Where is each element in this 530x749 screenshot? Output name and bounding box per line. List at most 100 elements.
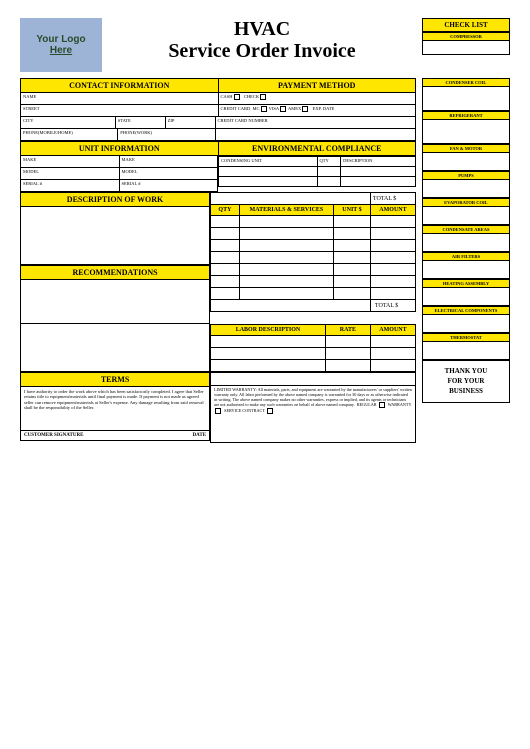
model-field-1[interactable]: MODEL [20, 168, 120, 180]
mat-qty-header: QTY [211, 205, 240, 216]
left-column: CONTACT INFORMATION PAYMENT METHOD NAME … [20, 78, 416, 443]
title-line2: Service Order Invoice [110, 40, 414, 62]
mat-unit-header: UNIT $ [334, 205, 371, 216]
checklist-header: CHECK LIST [422, 18, 510, 32]
cl-body-7[interactable] [422, 261, 510, 279]
cl-body-4[interactable] [422, 180, 510, 198]
cl-body-10[interactable] [422, 342, 510, 360]
labor-col: LABOR DESCRIPTION RATE AMOUNT [210, 324, 416, 372]
warranty-checkbox[interactable] [215, 408, 221, 414]
check-label: CHECK [244, 94, 259, 99]
amex-checkbox[interactable] [302, 106, 308, 112]
unit-header: UNIT INFORMATION [20, 141, 218, 156]
title-block: HVAC Service Order Invoice [110, 18, 414, 72]
rec-header: RECOMMENDATIONS [20, 265, 210, 280]
opt-regular: REGULAR [357, 402, 377, 407]
model-field-2[interactable]: MODEL [120, 168, 219, 180]
cl-body-1[interactable] [422, 87, 510, 111]
amex-label: Amex [288, 106, 301, 111]
labor-desc-header: LABOR DESCRIPTION [211, 325, 326, 336]
cust-sig-label[interactable]: CUSTOMER SIGNATURE [24, 433, 193, 438]
city-field[interactable]: CITY [20, 117, 116, 129]
terms-col: TERMS I have authority to order the work… [20, 372, 210, 443]
make-field-2[interactable]: MAKE [120, 156, 219, 168]
exp-label: EXP. DATE [313, 106, 335, 111]
rec-body[interactable] [20, 280, 210, 324]
warranty-spacer [210, 372, 416, 385]
labor-rate-header: RATE [325, 325, 370, 336]
serial-field-1[interactable]: SERIAL # [20, 180, 120, 192]
cash-checkbox[interactable] [234, 94, 240, 100]
mc-checkbox[interactable] [261, 106, 267, 112]
opt-warranty: WARRANTY [388, 402, 412, 407]
desc-header: DESCRIPTION OF WORK [20, 192, 210, 207]
cl-item-9: ELECTRICAL COMPONENTS [422, 306, 510, 315]
materials-table: TOTAL $ QTY MATERIALS & SERVICES UNIT $ … [210, 192, 416, 312]
terms-body: I have authority to order the work above… [20, 387, 210, 431]
phone-mobile-field[interactable]: PHONE(Mobile/Home) [20, 129, 118, 141]
cl-body-6[interactable] [422, 234, 510, 252]
materials-col: TOTAL $ QTY MATERIALS & SERVICES UNIT $ … [210, 192, 416, 324]
cl-body-8[interactable] [422, 288, 510, 306]
serial-field-2[interactable]: SERIAL # [120, 180, 219, 192]
state-field[interactable]: STATE [116, 117, 166, 129]
cc-field[interactable]: CREDIT CARD MC VISA Amex EXP. DATE [219, 105, 417, 117]
env-condensing[interactable]: CONDENSING UNIT [219, 157, 318, 167]
cl-item-7: AIR FILTERS [422, 252, 510, 261]
make-field-1[interactable]: MAKE [20, 156, 120, 168]
total-top: TOTAL $ [370, 193, 415, 205]
logo-text-2[interactable]: Here [50, 45, 72, 56]
warranty-col: LIMITED WARRANTY: All materials, parts, … [210, 372, 416, 443]
cl-item-1: CONDENSER COIL [422, 78, 510, 87]
warranty-body: LIMITED WARRANTY: All materials, parts, … [210, 385, 416, 443]
env-header: ENVIRONMENTAL COMPLIANCE [218, 141, 417, 156]
contract-checkbox[interactable] [267, 408, 273, 414]
cl-item-6: CONDENSATE AREAS [422, 225, 510, 234]
labor-left-blank[interactable] [20, 324, 210, 372]
visa-label: VISA [269, 106, 280, 111]
date-label[interactable]: DATE [193, 433, 207, 438]
ccnum-field[interactable]: CREDIT CARD NUMBER [216, 117, 417, 129]
contact-header: CONTACT INFORMATION [20, 78, 218, 93]
phone-work-field[interactable]: PHONE(Work) [118, 129, 215, 141]
unit-env-body: MAKE MAKE MODEL MODEL SERIAL # SERIAL # [20, 156, 416, 192]
ty-l3: BUSINESS [425, 387, 507, 397]
cl-item-5: EVAPORATOR COIL [422, 198, 510, 207]
cl-body-3[interactable] [422, 153, 510, 171]
mc-label: MC [253, 106, 260, 111]
title-line1: HVAC [110, 18, 414, 40]
visa-checkbox[interactable] [280, 106, 286, 112]
env-qty[interactable]: QTY [317, 157, 341, 167]
street-field[interactable]: STREET [20, 105, 219, 117]
invoice-page: Your Logo Here HVAC Service Order Invoic… [0, 0, 530, 461]
cl-body-2[interactable] [422, 120, 510, 144]
cash-label: CASH [221, 94, 233, 99]
mat-mat-header: MATERIALS & SERVICES [239, 205, 333, 216]
check-checkbox[interactable] [260, 94, 266, 100]
cl-body-9[interactable] [422, 315, 510, 333]
payment-header: PAYMENT METHOD [218, 78, 417, 93]
desc-rec-col: DESCRIPTION OF WORK RECOMMENDATIONS [20, 192, 210, 324]
cc-label: CREDIT CARD [221, 106, 251, 111]
cl-item-8: HEATING ASSEMBLY [422, 279, 510, 288]
checklist-top: CHECK LIST COMPRESSOR [422, 18, 510, 72]
cl-body-5[interactable] [422, 207, 510, 225]
terms-header: TERMS [20, 372, 210, 387]
payment-blank[interactable] [216, 129, 417, 141]
checklist-column: CONDENSER COIL REFRIGERANT FAN & MOTOR P… [422, 78, 510, 443]
cl-body-0[interactable] [422, 41, 510, 55]
labor-table: LABOR DESCRIPTION RATE AMOUNT [210, 324, 416, 372]
desc-body[interactable] [20, 207, 210, 265]
terms-warranty-split: TERMS I have authority to order the work… [20, 372, 416, 443]
regular-checkbox[interactable] [379, 402, 385, 408]
env-desc[interactable]: DESCRIPTION [341, 157, 416, 167]
cl-item-3: FAN & MOTOR [422, 144, 510, 153]
cl-item-10: THERMOSTAT [422, 333, 510, 342]
opt-contract: SERVICE CONTRACT [224, 408, 265, 413]
name-field[interactable]: NAME [20, 93, 219, 105]
labor-split: LABOR DESCRIPTION RATE AMOUNT [20, 324, 416, 372]
zip-field[interactable]: ZIP [166, 117, 216, 129]
cash-check-field[interactable]: CASH CHECK [219, 93, 417, 105]
labor-amt-header: AMOUNT [370, 325, 415, 336]
ty-l1: THANK YOU [425, 367, 507, 377]
